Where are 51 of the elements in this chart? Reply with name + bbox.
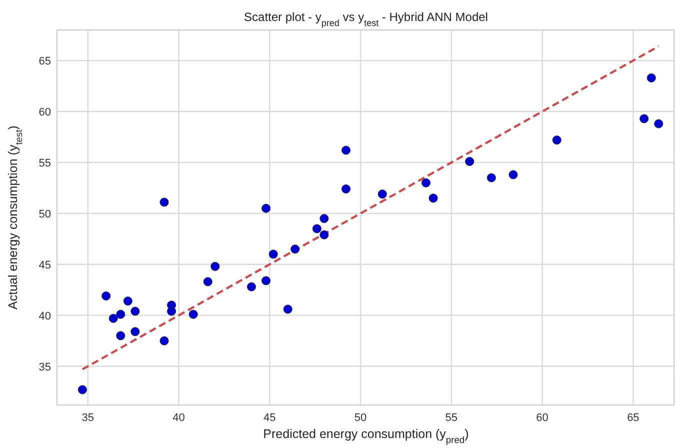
point — [640, 114, 649, 124]
point — [341, 146, 351, 155]
point — [130, 306, 140, 316]
point — [130, 327, 140, 336]
y-tick-label: 40 — [38, 310, 51, 322]
point — [312, 224, 322, 234]
x-tick-label: 35 — [82, 412, 94, 424]
point — [486, 173, 496, 182]
point — [646, 73, 656, 82]
x-axis-title: Predicted energy consumption (y$_{pred}$) — [263, 427, 469, 445]
point — [160, 198, 169, 207]
point — [320, 214, 329, 224]
x-tick-label: 55 — [445, 412, 458, 424]
point — [552, 136, 562, 145]
x-tick-label: 65 — [627, 412, 640, 424]
point — [465, 156, 474, 166]
point — [166, 306, 176, 316]
point — [78, 385, 87, 394]
point — [210, 262, 220, 271]
x-tick-label: 40 — [172, 412, 185, 424]
point — [108, 314, 118, 323]
point — [261, 276, 271, 286]
point — [654, 119, 664, 128]
point — [508, 170, 518, 180]
y-tick-label: 45 — [38, 259, 51, 272]
y-tick-label: 65 — [38, 56, 51, 68]
point — [268, 250, 278, 259]
point — [102, 291, 111, 301]
point — [341, 184, 351, 194]
point — [428, 194, 438, 203]
point — [246, 282, 256, 292]
point — [160, 336, 169, 346]
point — [283, 304, 292, 314]
y-tick-label: 35 — [38, 361, 51, 374]
y-tick-label: 50 — [38, 208, 51, 220]
y-tick-label: 55 — [38, 157, 51, 170]
point — [116, 310, 126, 319]
point — [116, 331, 126, 340]
point — [123, 296, 132, 306]
point — [290, 244, 300, 254]
point — [203, 277, 212, 286]
point — [261, 204, 271, 213]
chart-title: Scatter plot - y$_{pred}$ vs y$_{test}$ - Hybrid ANN Model — [244, 10, 488, 28]
x-tick-label: 45 — [264, 412, 276, 424]
y-tick-label: 60 — [38, 106, 51, 119]
point — [188, 310, 198, 319]
point — [421, 178, 431, 188]
point — [378, 190, 387, 199]
x-tick-label: 50 — [354, 412, 367, 424]
x-tick-label: 60 — [536, 412, 548, 424]
point — [320, 230, 329, 240]
